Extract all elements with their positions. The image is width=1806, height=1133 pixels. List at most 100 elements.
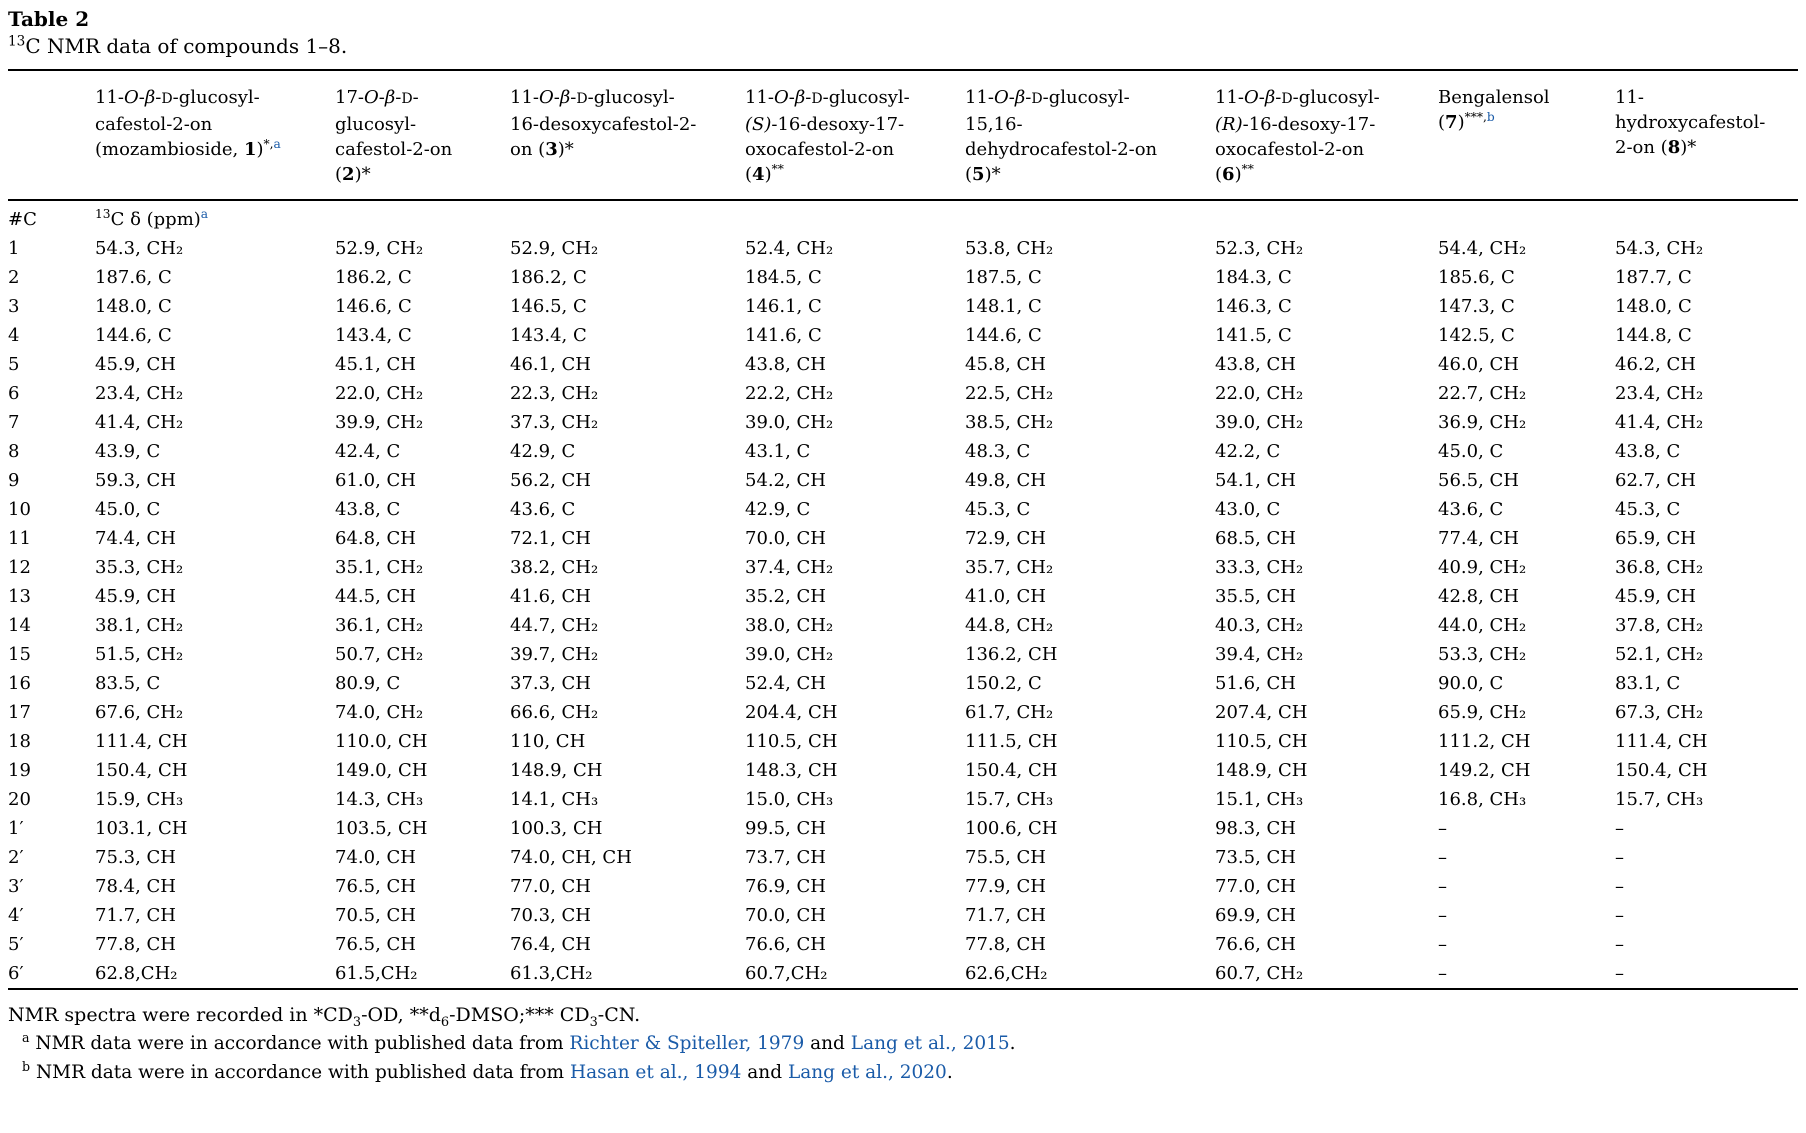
- text-segment: **: [1241, 162, 1254, 176]
- text-segment: 6: [440, 1014, 450, 1030]
- nmr-value-cell: 77.8, CH: [965, 934, 1046, 955]
- nmr-value-cell: 23.4, CH₂: [95, 383, 184, 404]
- citation-link[interactable]: Richter & Spiteller, 1979: [569, 1033, 805, 1054]
- row-label: 2: [8, 267, 20, 288]
- nmr-value-cell: 45.3, C: [1615, 499, 1681, 520]
- nmr-value-cell: 53.8, CH₂: [965, 238, 1054, 259]
- column-header-compound-5: 11-O-β-D-glucosyl-15,16-dehydrocafestol-…: [965, 70, 1215, 201]
- row-label: 3′: [8, 876, 24, 897]
- nmr-value-cell: 45.9, CH: [95, 586, 176, 607]
- nmr-value-cell: 61.7, CH₂: [965, 702, 1054, 723]
- nmr-value-cell: 22.0, CH₂: [335, 383, 424, 404]
- text-segment: 1: [243, 139, 257, 160]
- nmr-value-cell: 35.1, CH₂: [335, 557, 424, 578]
- table-row: 5 45.9, CH 45.1, CH 46.1, CH 43.8, CH 45…: [8, 350, 1798, 379]
- nmr-value-cell: 40.3, CH₂: [1215, 615, 1304, 636]
- table-row: 17 67.6, CH₂ 74.0, CH₂ 66.6, CH₂ 204.4, …: [8, 698, 1798, 727]
- table-row: 16 83.5, C 80.9, C 37.3, CH 52.4, CH 150…: [8, 669, 1798, 698]
- citation-link[interactable]: Lang et al., 2015: [850, 1033, 1010, 1054]
- text-segment: .: [946, 1062, 953, 1083]
- table-row: 6 23.4, CH₂ 22.0, CH₂ 22.3, CH₂ 22.2, CH…: [8, 379, 1798, 408]
- nmr-value-cell: 103.1, CH: [95, 818, 188, 839]
- text-segment: 3: [352, 1014, 362, 1030]
- nmr-value-cell: 50.7, CH₂: [335, 644, 424, 665]
- row-label: 4′: [8, 905, 24, 926]
- row-label: 3: [8, 296, 20, 317]
- citation-link[interactable]: a: [273, 137, 281, 151]
- nmr-value-cell: 44.5, CH: [335, 586, 416, 607]
- nmr-value-cell: 36.8, CH₂: [1615, 557, 1704, 578]
- nmr-value-cell: 100.3, CH: [510, 818, 603, 839]
- nmr-value-cell: 43.0, C: [1215, 499, 1281, 520]
- nmr-value-cell: 23.4, CH₂: [1615, 383, 1704, 404]
- nmr-value-cell: 62.6,CH₂: [965, 963, 1048, 984]
- nmr-value-cell: 100.6, CH: [965, 818, 1058, 839]
- nmr-value-cell: –: [1438, 905, 1447, 926]
- nmr-value-cell: 76.4, CH: [510, 934, 591, 955]
- table-row: 13 45.9, CH 44.5, CH 41.6, CH 35.2, CH 4…: [8, 582, 1798, 611]
- nmr-data-table: 11-O-β-D-glucosyl-cafestol-2-on (mozambi…: [8, 69, 1798, 990]
- nmr-value-cell: 45.0, C: [95, 499, 161, 520]
- nmr-value-cell: 38.5, CH₂: [965, 412, 1054, 433]
- text-segment: ): [1234, 164, 1242, 185]
- table-row: 1′ 103.1, CH 103.5, CH 100.3, CH 99.5, C…: [8, 814, 1798, 843]
- nmr-value-cell: 90.0, C: [1438, 673, 1504, 694]
- nmr-value-cell: 35.5, CH: [1215, 586, 1296, 607]
- nmr-value-cell: 43.8, CH: [745, 354, 826, 375]
- nmr-value-cell: 39.7, CH₂: [510, 644, 599, 665]
- nmr-value-cell: 44.8, CH₂: [965, 615, 1054, 636]
- text-segment: )*: [1680, 137, 1697, 158]
- row-label: 20: [8, 789, 31, 810]
- row-label: 10: [8, 499, 31, 520]
- citation-link[interactable]: b: [1486, 110, 1495, 124]
- row-label: 6: [8, 383, 20, 404]
- citation-link[interactable]: Hasan et al., 1994: [569, 1062, 742, 1083]
- text-segment: O: [774, 87, 789, 108]
- nmr-value-cell: 141.6, C: [745, 325, 822, 346]
- nmr-value-cell: 75.5, CH: [965, 847, 1046, 868]
- nmr-value-cell: 42.9, C: [745, 499, 811, 520]
- text-segment: -: [155, 87, 162, 108]
- nmr-value-cell: 73.7, CH: [745, 847, 826, 868]
- nmr-value-cell: 99.5, CH: [745, 818, 826, 839]
- nmr-value-cell: 76.6, CH: [1215, 934, 1296, 955]
- text-segment: and: [804, 1033, 851, 1054]
- row-label: 15: [8, 644, 31, 665]
- nmr-value-cell: 111.2, CH: [1438, 731, 1531, 752]
- text-segment: 13: [95, 207, 111, 221]
- text-segment: -glucosyl-cafestol-2-on (: [335, 87, 453, 185]
- nmr-value-cell: –: [1438, 847, 1447, 868]
- text-segment: -: [1275, 87, 1282, 108]
- nmr-value-cell: 45.9, CH: [95, 354, 176, 375]
- nmr-value-cell: 147.3, C: [1438, 296, 1515, 317]
- table-row: 2′ 75.3, CH 74.0, CH 74.0, CH, CH 73.7, …: [8, 843, 1798, 872]
- nmr-value-cell: –: [1438, 876, 1447, 897]
- nmr-value-cell: 37.4, CH₂: [745, 557, 834, 578]
- citation-link[interactable]: Lang et al., 2020: [787, 1062, 947, 1083]
- column-header-compound-3: 11-O-β-D-glucosyl-16-desoxycafestol-2-on…: [510, 70, 745, 201]
- nmr-value-cell: 187.5, C: [965, 267, 1042, 288]
- table-caption: 13C NMR data of compounds 1–8.: [8, 33, 1798, 60]
- text-segment: -: [1008, 87, 1015, 108]
- nmr-value-cell: 51.6, CH: [1215, 673, 1296, 694]
- text-segment: 11-: [1215, 87, 1244, 108]
- nmr-value-cell: 59.3, CH: [95, 470, 176, 491]
- text-segment: -: [570, 87, 577, 108]
- text-segment: *,: [263, 137, 274, 151]
- nmr-value-cell: 70.0, CH: [745, 905, 826, 926]
- citation-link[interactable]: a: [200, 207, 209, 221]
- nmr-value-cell: 43.8, CH: [1215, 354, 1296, 375]
- nmr-value-cell: 15.1, CH₃: [1215, 789, 1304, 810]
- nmr-value-cell: 111.5, CH: [965, 731, 1058, 752]
- footnote-a: a NMR data were in accordance with publi…: [8, 1029, 1798, 1058]
- nmr-value-cell: 43.9, C: [95, 441, 161, 462]
- text-segment: NMR spectra were recorded in *CD: [8, 1004, 353, 1026]
- text-segment: 17-: [335, 87, 364, 108]
- nmr-value-cell: –: [1615, 905, 1624, 926]
- nmr-value-cell: 65.9, CH₂: [1438, 702, 1527, 723]
- row-label: 8: [8, 441, 20, 462]
- text-segment: and: [741, 1062, 788, 1083]
- text-segment: β: [559, 87, 571, 108]
- row-label: 12: [8, 557, 31, 578]
- nmr-value-cell: 69.9, CH: [1215, 905, 1296, 926]
